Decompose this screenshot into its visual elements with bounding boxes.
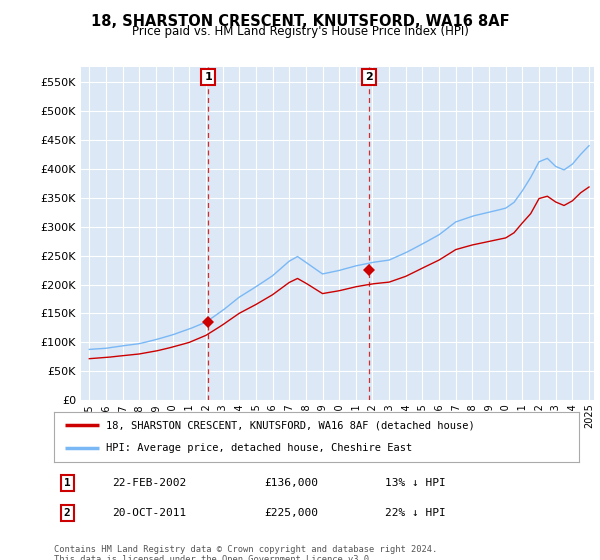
Text: 2: 2 [64,508,71,518]
Text: £136,000: £136,000 [264,478,318,488]
Text: HPI: Average price, detached house, Cheshire East: HPI: Average price, detached house, Ches… [107,444,413,454]
Text: 20-OCT-2011: 20-OCT-2011 [112,508,186,518]
Text: Price paid vs. HM Land Registry's House Price Index (HPI): Price paid vs. HM Land Registry's House … [131,25,469,38]
Text: 2: 2 [365,72,373,82]
Text: 1: 1 [204,72,212,82]
Text: 13% ↓ HPI: 13% ↓ HPI [385,478,445,488]
Text: 22% ↓ HPI: 22% ↓ HPI [385,508,445,518]
Text: 18, SHARSTON CRESCENT, KNUTSFORD, WA16 8AF (detached house): 18, SHARSTON CRESCENT, KNUTSFORD, WA16 8… [107,420,475,430]
Text: 18, SHARSTON CRESCENT, KNUTSFORD, WA16 8AF: 18, SHARSTON CRESCENT, KNUTSFORD, WA16 8… [91,14,509,29]
Text: 22-FEB-2002: 22-FEB-2002 [112,478,186,488]
Text: 1: 1 [64,478,71,488]
Text: Contains HM Land Registry data © Crown copyright and database right 2024.
This d: Contains HM Land Registry data © Crown c… [54,545,437,560]
Text: £225,000: £225,000 [264,508,318,518]
